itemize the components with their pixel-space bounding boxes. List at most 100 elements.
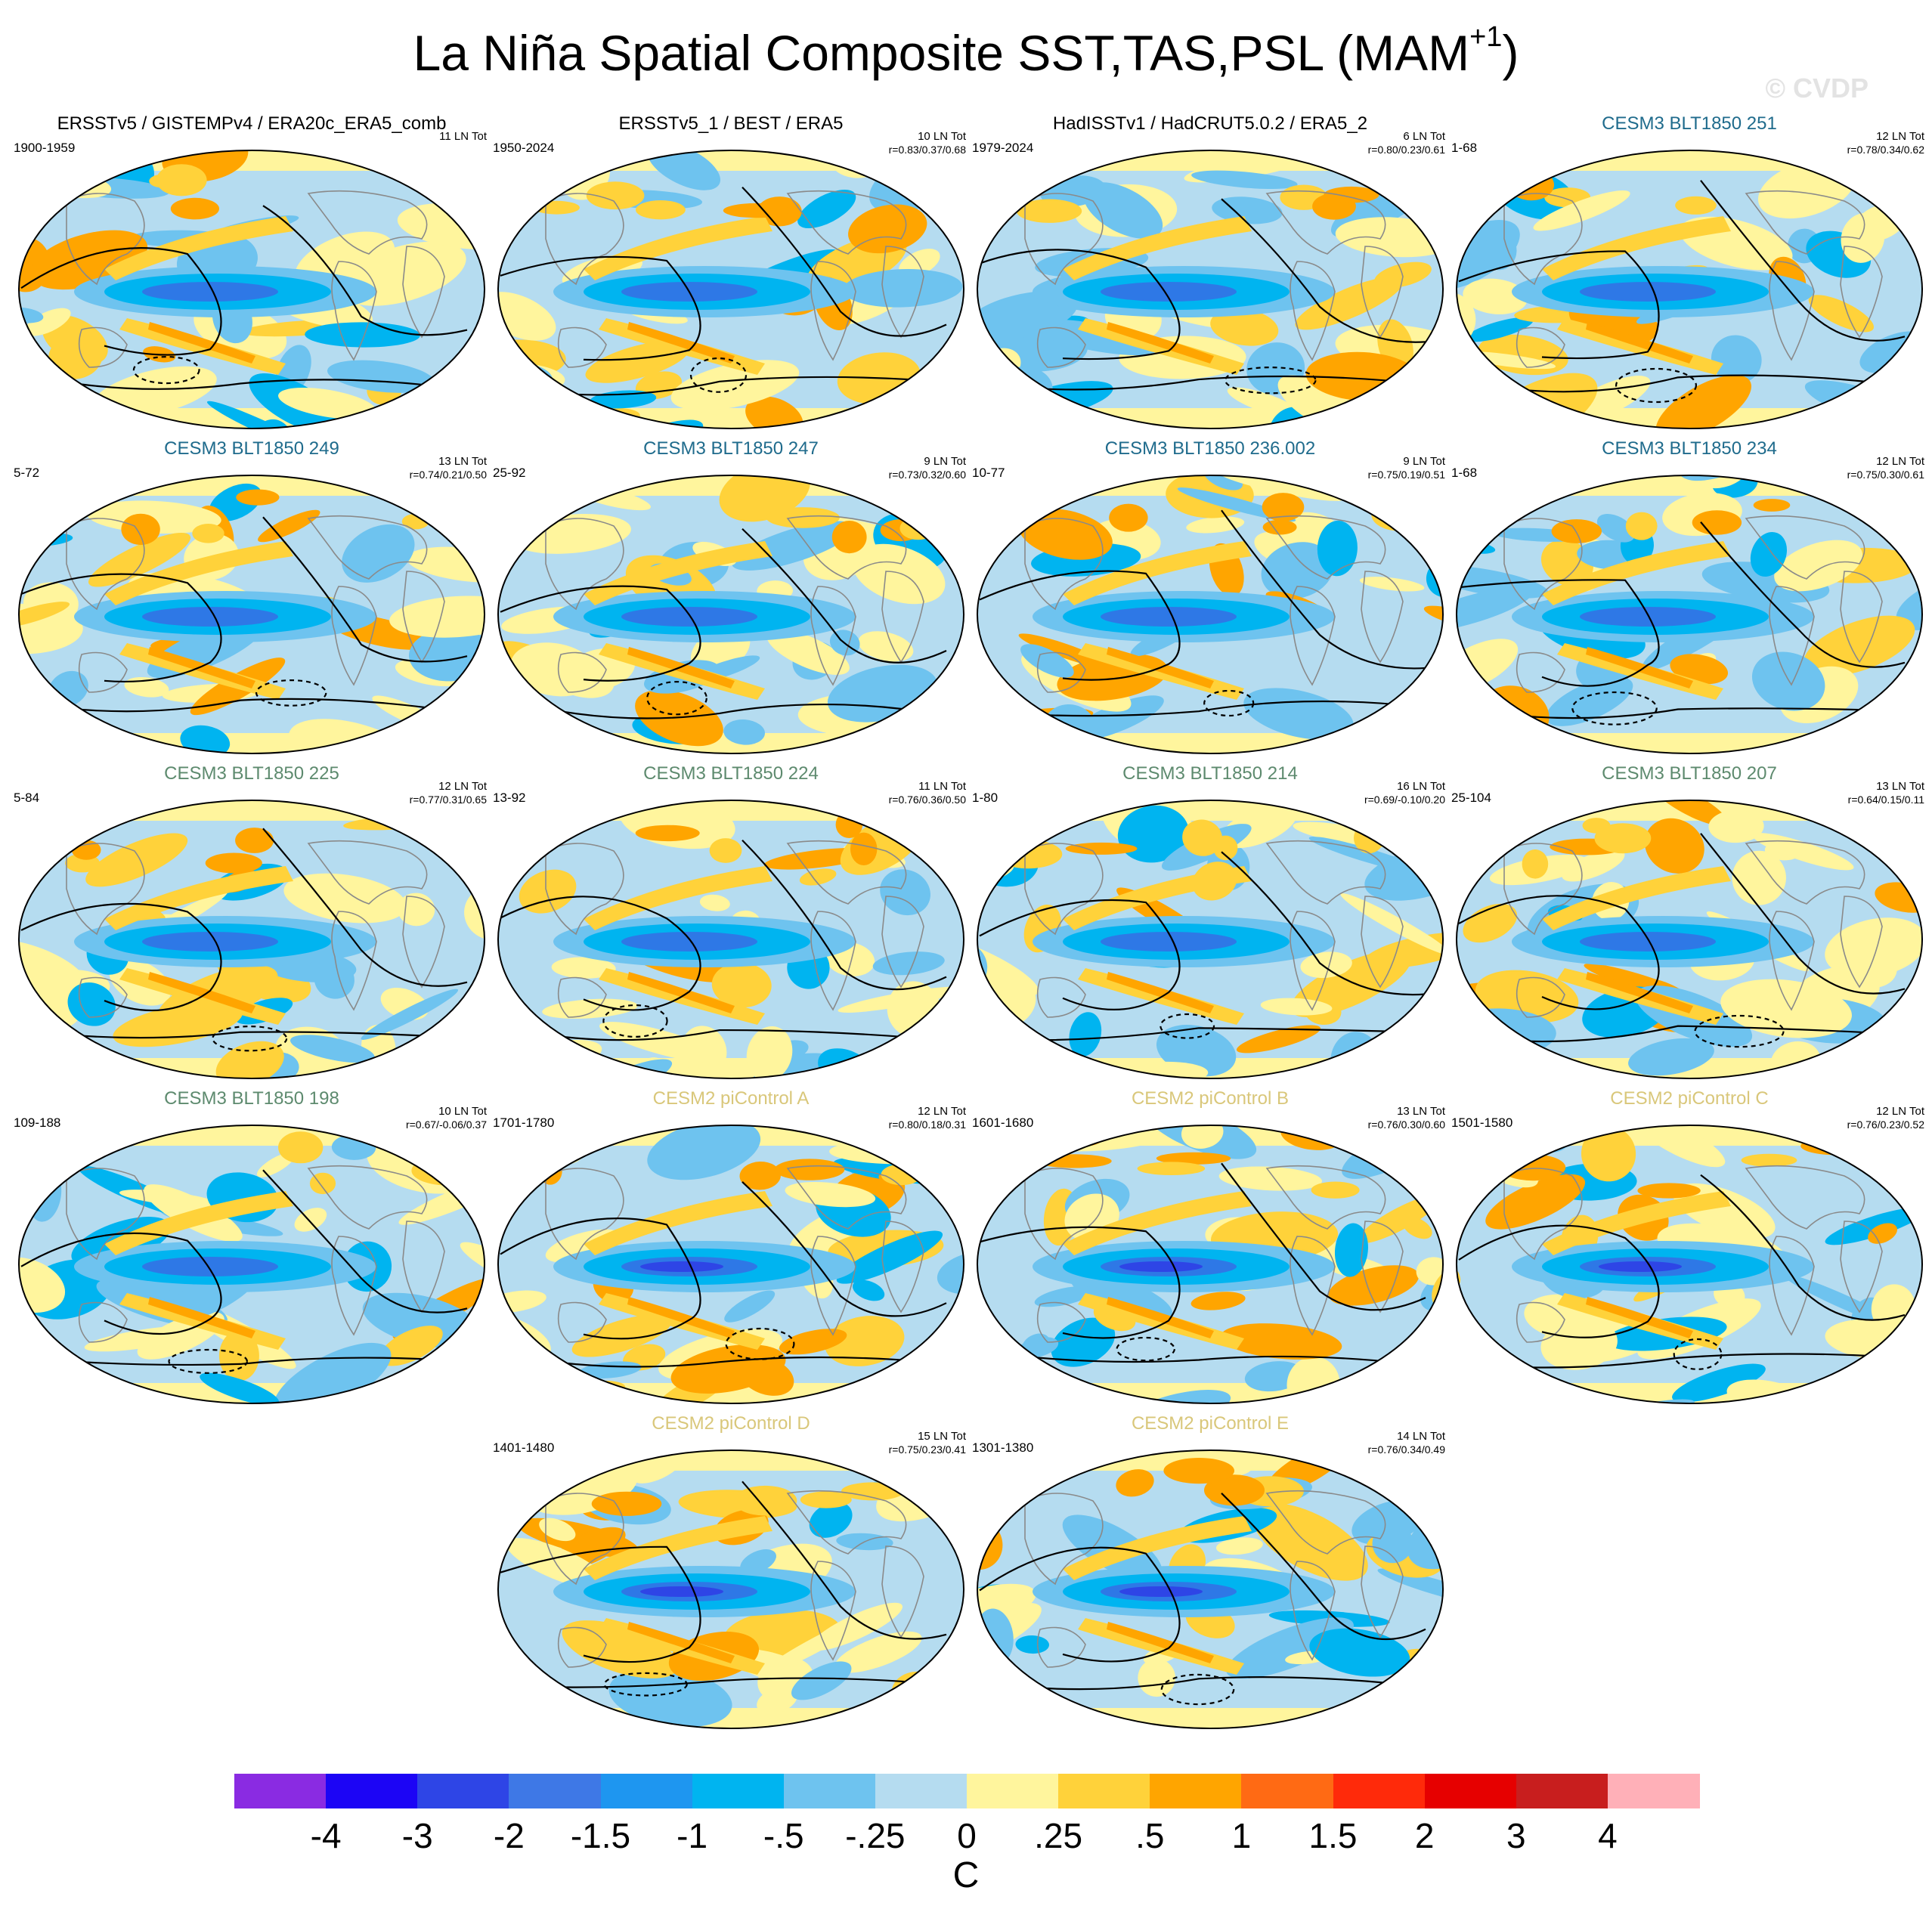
colorbar-swatch (600, 1774, 693, 1808)
panel-years: 1-80 (972, 791, 999, 805)
psl-contours (979, 851, 1441, 1041)
continent-outlines (1024, 840, 1404, 1018)
composite-panel: CESM3 BLT1850 251 1-68 12 LN Tot r=0.78/0.3… (1451, 113, 1927, 431)
panel-years: 1601-1680 (972, 1115, 1034, 1130)
colorbar-swatch (509, 1774, 601, 1808)
panel-event-count: 10 LN Tot (438, 1105, 487, 1118)
continent-outlines (545, 1490, 924, 1668)
composite-panel: ERSSTv5_1 / BEST / ERA5 1950-2024 10 LN To… (493, 113, 969, 431)
global-map (1456, 1125, 1923, 1404)
global-map (497, 1450, 964, 1729)
panel-title: CESM2 piControl C (1610, 1088, 1769, 1109)
composite-panel: CESM3 BLT1850 247 25-92 9 LN Tot r=0.73/0.3… (493, 438, 969, 756)
continent-outlines (66, 1165, 445, 1343)
colorbar-units: C (952, 1855, 980, 1895)
colorbar-swatch (783, 1774, 876, 1808)
colorbar-tick-label: -4 (310, 1816, 342, 1855)
psl-contours (1458, 1174, 1921, 1370)
psl-contours (20, 205, 483, 393)
panel-years: 1950-2024 (493, 141, 555, 155)
map-border (977, 1125, 1444, 1404)
panel-years: 1-68 (1451, 141, 1478, 155)
panel-event-count: 16 LN Tot (1397, 780, 1445, 793)
map-border (977, 800, 1444, 1079)
psl-contours (1458, 521, 1921, 726)
colorbar-swatch (1241, 1774, 1333, 1808)
map-border (18, 150, 485, 429)
panel-years: 1401-1480 (493, 1440, 555, 1455)
continent-outlines (545, 1165, 924, 1343)
figure-title: La Niña Spatial Composite SST,TAS,PSL (M… (413, 21, 1519, 81)
map-border (18, 475, 485, 754)
colorbar (234, 1774, 1700, 1808)
composite-panel: ERSSTv5 / GISTEMPv4 / ERA20c_ERA5_comb 19… (14, 113, 490, 431)
panel-pattern-correlation: r=0.77/0.31/0.65 (409, 794, 487, 806)
panel-title: CESM3 BLT1850 234 (1602, 438, 1777, 459)
panel-event-count: 11 LN Tot (439, 130, 487, 143)
global-map (497, 1125, 964, 1404)
map-border (18, 1125, 485, 1404)
psl-contours (979, 198, 1441, 394)
panel-years: 25-104 (1451, 791, 1491, 805)
composite-panel: CESM3 BLT1850 234 1-68 12 LN Tot r=0.75/0.3… (1451, 438, 1927, 756)
global-map (497, 800, 964, 1079)
panel-pattern-correlation: r=0.83/0.37/0.68 (888, 144, 966, 156)
continent-outlines (545, 840, 924, 1018)
colorbar-tick-label: -2 (493, 1816, 525, 1855)
composite-panel: CESM3 BLT1850 198 109-188 10 LN Tot r=0.67/… (14, 1088, 490, 1406)
panel-event-count: 12 LN Tot (1876, 1105, 1924, 1118)
panel-event-count: 12 LN Tot (1876, 455, 1924, 468)
psl-contours (20, 516, 483, 717)
panel-title: CESM2 piControl D (652, 1413, 810, 1434)
panel-title: CESM3 BLT1850 214 (1122, 763, 1298, 784)
colorbar-tick-label: 3 (1506, 1816, 1526, 1855)
colorbar-swatch (234, 1774, 327, 1808)
colorbar-swatch (326, 1774, 418, 1808)
panel-title: CESM3 BLT1850 198 (164, 1088, 339, 1109)
map-border (18, 800, 485, 1079)
panel-title: CESM2 piControl A (652, 1088, 810, 1109)
panel-event-count: 12 LN Tot (438, 780, 487, 793)
map-border (497, 1125, 964, 1404)
composite-panel: CESM2 piControl A 1701-1780 12 LN Tot r=0.8… (493, 1088, 969, 1406)
global-map (1456, 475, 1923, 754)
colorbar-swatch (875, 1774, 968, 1808)
colorbar-tick-label: .25 (1034, 1816, 1083, 1855)
panel-event-count: 6 LN Tot (1403, 130, 1445, 143)
panel-pattern-correlation: r=0.67/-0.06/0.37 (405, 1118, 487, 1131)
panel-years: 10-77 (972, 466, 1005, 480)
psl-contours (1458, 833, 1921, 1048)
panel-pattern-correlation: r=0.69/-0.10/0.20 (1364, 794, 1445, 806)
panel-pattern-correlation: r=0.75/0.19/0.51 (1367, 469, 1445, 481)
composite-panel: CESM3 BLT1850 225 5-84 12 LN Tot r=0.77/0.3… (14, 763, 490, 1081)
psl-contours (1458, 180, 1921, 404)
global-map (977, 475, 1444, 754)
map-border (977, 1450, 1444, 1729)
panel-event-count: 11 LN Tot (918, 780, 966, 793)
panel-pattern-correlation: r=0.75/0.30/0.61 (1847, 469, 1924, 481)
colorbar-tick-label: -.5 (763, 1816, 804, 1855)
psl-contours (20, 1169, 483, 1374)
global-map (1456, 150, 1923, 429)
map-border (497, 800, 964, 1079)
panel-event-count: 12 LN Tot (918, 1105, 966, 1118)
map-border (977, 475, 1444, 754)
map-border (497, 1450, 964, 1729)
panel-years: 1900-1959 (14, 141, 76, 155)
panel-pattern-correlation: r=0.76/0.36/0.50 (888, 794, 966, 806)
colorbar-swatch (1058, 1774, 1150, 1808)
panel-event-count: 13 LN Tot (1876, 780, 1924, 793)
colorbar-tick-label: -1 (677, 1816, 708, 1855)
colorbar-tick-label: 1.5 (1308, 1816, 1358, 1855)
global-map (18, 475, 485, 754)
continent-outlines (1503, 515, 1883, 693)
global-map (18, 800, 485, 1079)
colorbar-swatch (417, 1774, 509, 1808)
panel-pattern-correlation: r=0.76/0.30/0.60 (1367, 1118, 1445, 1131)
panel-years: 1979-2024 (972, 141, 1034, 155)
colorbar-tick-label: 4 (1598, 1816, 1618, 1855)
panel-pattern-correlation: r=0.76/0.23/0.52 (1847, 1118, 1924, 1131)
panel-years: 13-92 (493, 791, 526, 805)
global-map (977, 150, 1444, 429)
global-map (1456, 800, 1923, 1079)
